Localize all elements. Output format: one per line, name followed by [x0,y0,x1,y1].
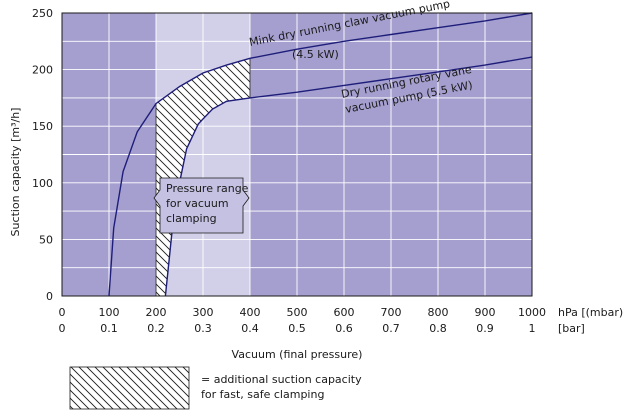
x-axis-ticks: 0 0 100 0.1 200 0.2 300 0.3 400 0.4 500 0.5 600 0.6 70… [59,306,547,335]
x-tick-label-hpa: 700 [381,306,402,319]
legend-description-1: = additional suction capacity [201,373,362,386]
y-tick-label: 50 [39,233,53,246]
x-tick-label-bar: 0.9 [476,322,494,335]
x-tick-label-hpa: 900 [475,306,496,319]
legend-description-2: for fast, safe clamping [201,388,324,401]
x-tick-label-hpa: 200 [146,306,167,319]
x-tick-label-hpa: 300 [193,306,214,319]
x-tick-label-bar: 0.3 [194,322,212,335]
y-tick-label: 150 [32,120,53,133]
y-tick-label: 100 [32,177,53,190]
y-tick-label: 200 [32,64,53,77]
plot-frame [61,12,533,297]
x-tick-label-bar: 0.7 [382,322,400,335]
series-line-rotary-vane-pump [164,56,533,297]
pressure-range-label-2: for vacuum [166,197,229,210]
x-tick-label-bar: 1 [529,322,536,335]
x-tick-label-hpa: 500 [287,306,308,319]
x-tick-label-hpa: 100 [99,306,120,319]
x-tick-label-bar: 0.5 [288,322,306,335]
y-axis-ticks: 0 50 100 150 200 250 [32,7,53,303]
x-tick-label-bar: 0.6 [335,322,353,335]
pressure-range-label-3: clamping [166,212,217,225]
pressure-range-label-1: Pressure range [166,182,249,195]
x-tick-label-bar: 0.8 [429,322,447,335]
series-label-claw-pump-power: (4.5 kW) [292,48,339,61]
y-tick-label: 0 [46,290,53,303]
x-tick-label-bar: 0.4 [241,322,259,335]
x-axis-label: Vacuum (final pressure) [232,348,363,361]
y-axis-label: Suction capacity [m³/h] [9,108,22,237]
x-tick-label-bar: 0 [59,322,66,335]
x-axis-unit-bar: [bar] [558,322,585,335]
x-tick-label-hpa: 1000 [518,306,546,319]
series-line-claw-pump [108,12,533,297]
x-tick-label-bar: 0.1 [100,322,118,335]
x-tick-label-hpa: 600 [334,306,355,319]
x-tick-label-hpa: 800 [428,306,449,319]
pressure-range-callout-box [153,177,250,234]
x-axis-unit-hpa: hPa [(mbar)] [558,306,624,319]
x-tick-label-hpa: 0 [59,306,66,319]
x-tick-label-bar: 0.2 [147,322,165,335]
legend-hatch-swatch [69,366,190,410]
x-tick-label-hpa: 400 [240,306,261,319]
y-tick-label: 250 [32,7,53,20]
